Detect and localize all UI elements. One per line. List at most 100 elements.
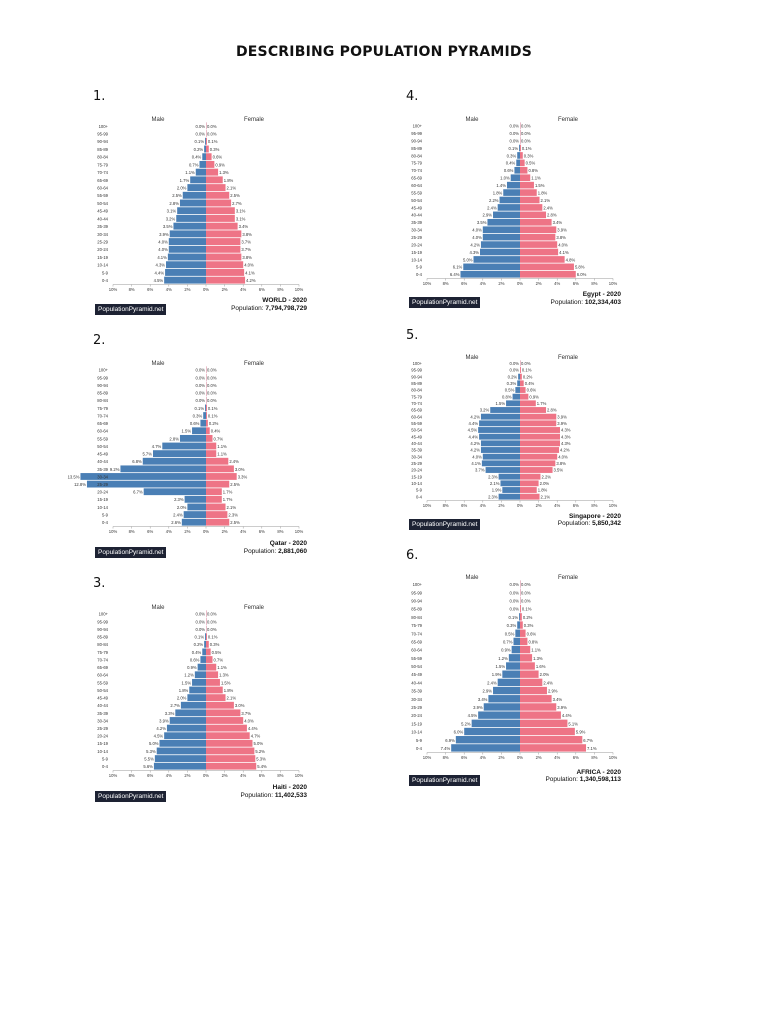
male-value-label: 7.4% <box>441 746 451 751</box>
x-tick-label: 4% <box>480 281 486 286</box>
female-value-label: 4.4% <box>562 713 572 718</box>
pyramid-number: 1. <box>93 89 106 104</box>
female-value-label: 0.0% <box>521 361 531 366</box>
male-value-label: 2.0% <box>177 186 187 191</box>
male-bar <box>506 662 520 670</box>
male-value-label: 0.4% <box>192 650 202 655</box>
male-bar <box>487 218 520 226</box>
male-value-label: 4.0% <box>158 247 168 252</box>
female-bar <box>206 717 244 724</box>
female-bar <box>520 373 522 380</box>
female-bar <box>206 762 257 770</box>
female-value-label: 0.6% <box>213 155 223 160</box>
female-value-label: 1.1% <box>531 648 541 653</box>
x-tick-label: 8% <box>443 503 449 508</box>
age-group-label: 75-79 <box>97 650 108 655</box>
x-tick-label: 10% <box>295 529 304 534</box>
male-bar <box>478 427 520 433</box>
male-bar <box>471 719 520 728</box>
female-value-label: 1.6% <box>536 664 546 669</box>
age-group-label: 25-29 <box>97 240 108 245</box>
population-caption: Population: 11,402,533 <box>240 792 307 799</box>
x-tick-label: 4% <box>554 755 560 760</box>
female-value-label: 1.1% <box>531 176 541 181</box>
x-tick-label: 6% <box>461 503 467 508</box>
x-tick-label: 10% <box>423 503 432 508</box>
population-pyramid-world: Male Female 0-4 4.5% 4.2% 5-9 4.4% 4.1% 10-14 4.3… <box>95 112 317 318</box>
population-caption: Population: 1,340,598,113 <box>545 776 621 783</box>
male-bar <box>205 633 206 641</box>
male-value-label: 4.7% <box>152 444 162 449</box>
female-label: Female <box>244 361 265 367</box>
male-bar <box>154 755 206 762</box>
age-group-label: 45-49 <box>97 696 108 701</box>
age-group-label: 90-94 <box>97 383 108 388</box>
male-bar <box>480 413 520 420</box>
female-bar <box>206 199 232 207</box>
male-bar <box>195 168 206 176</box>
male-value-label: 2.1% <box>490 481 500 486</box>
age-group-label: 75-79 <box>411 394 422 399</box>
female-bar <box>206 191 230 199</box>
female-value-label: 5.0% <box>254 741 264 746</box>
female-bar <box>520 380 524 387</box>
female-bar <box>206 633 207 641</box>
male-value-label: 0.2% <box>508 374 518 379</box>
male-bar <box>120 465 206 473</box>
age-group-label: 70-74 <box>411 168 422 173</box>
x-tick-label: 2% <box>536 755 542 760</box>
age-group-label: 45-49 <box>411 205 422 210</box>
x-tick-label: 8% <box>443 755 449 760</box>
age-group-label: 15-19 <box>97 741 108 746</box>
female-value-label: 0.1% <box>522 368 532 373</box>
country-caption: AFRICA - 2020 <box>576 769 621 776</box>
male-value-label: 4.5% <box>468 713 478 718</box>
age-group-label: 100+ <box>413 582 423 587</box>
age-group-label: 70-74 <box>97 413 108 418</box>
female-value-label: 0.1% <box>208 406 218 411</box>
age-group-label: 50-54 <box>411 428 422 433</box>
age-group-label: 95-99 <box>97 375 108 380</box>
female-bar <box>206 465 234 473</box>
male-bar <box>502 670 520 678</box>
age-group-label: 90-94 <box>97 627 108 632</box>
male-value-label: 0.0% <box>195 375 205 380</box>
female-bar <box>520 480 539 487</box>
population-pyramid-badge: PopulationPyramid.net <box>409 519 481 530</box>
male-value-label: 0.3% <box>507 153 517 158</box>
pyramid-number: 5. <box>406 328 419 343</box>
female-value-label: 2.8% <box>547 213 557 218</box>
female-bar <box>520 211 547 219</box>
female-value-label: 2.7% <box>232 201 242 206</box>
x-tick-label: 6% <box>259 773 265 778</box>
male-bar <box>481 460 520 467</box>
male-bar <box>192 678 206 686</box>
female-bar <box>520 367 521 373</box>
age-group-label: 100+ <box>413 361 423 366</box>
male-value-label: 6.8% <box>132 459 142 464</box>
age-group-label: 10-14 <box>97 749 108 754</box>
age-group-label: 50-54 <box>411 664 422 669</box>
male-bar <box>164 276 206 284</box>
x-tick-label: 4% <box>240 773 246 778</box>
pyramid-chart: Male Female 0-4 7.4% 7.1% 5-9 6.9% 6.7% 10-14 6.0… <box>411 575 617 760</box>
female-bar <box>206 709 241 717</box>
population-pyramid-badge: PopulationPyramid.net <box>95 304 167 315</box>
age-group-label: 0-4 <box>102 278 109 283</box>
x-tick-label: 8% <box>591 281 597 286</box>
female-bar <box>520 393 529 400</box>
male-value-label: 2.4% <box>173 512 183 517</box>
male-bar <box>159 739 206 747</box>
female-bar <box>206 686 223 694</box>
male-value-label: 1.8% <box>493 190 503 195</box>
age-group-label: 50-54 <box>97 201 108 206</box>
male-value-label: 1.9% <box>492 672 502 677</box>
female-bar <box>206 495 222 503</box>
male-bar <box>192 427 206 435</box>
female-bar <box>520 467 553 473</box>
female-bar <box>520 670 539 678</box>
male-value-label: 3.7% <box>475 468 485 473</box>
population-pyramid-badge: PopulationPyramid.net <box>95 791 167 802</box>
x-tick-label: 0% <box>517 281 523 286</box>
male-bar <box>175 709 206 717</box>
